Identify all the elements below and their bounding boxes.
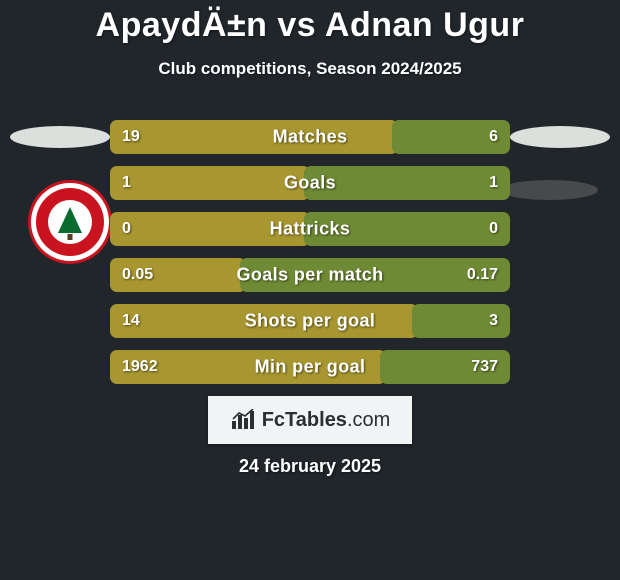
fctables-suffix: .com [347, 409, 390, 431]
stat-label: Hattricks [110, 219, 510, 240]
stat-label: Matches [110, 127, 510, 148]
stat-label: Goals [110, 173, 510, 194]
stat-row: Goals1 1 [110, 166, 510, 200]
stats-container: Matches19 6 Goals1 1 Hattricks0 0 Goals per ma… [110, 120, 510, 396]
stat-value-right: 1 [489, 174, 498, 192]
stat-value-right: 737 [471, 358, 498, 376]
stat-label: Shots per goal [110, 311, 510, 332]
stat-row: Min per goal1962 737 [110, 350, 510, 384]
stat-row: Matches19 6 [110, 120, 510, 154]
left-team-placeholder [10, 126, 110, 148]
stat-value-right: 0 [489, 220, 498, 238]
stat-label: Min per goal [110, 357, 510, 378]
stat-value-left: 0 [122, 220, 131, 238]
stat-value-left: 14 [122, 312, 140, 330]
stat-value-left: 0.05 [122, 266, 153, 284]
stat-value-right: 0.17 [467, 266, 498, 284]
stat-value-left: 1 [122, 174, 131, 192]
subtitle: Club competitions, Season 2024/2025 [0, 59, 620, 79]
fctables-badge: FcTables.com [208, 396, 412, 444]
fctables-text: FcTables.com [262, 409, 391, 432]
right-team-placeholder-1 [510, 126, 610, 148]
date-text: 24 february 2025 [0, 456, 620, 477]
page-title: ApaydÄ±n vs Adnan Ugur [0, 0, 620, 45]
stat-value-right: 3 [489, 312, 498, 330]
fctables-prefix: FcTables [262, 409, 347, 431]
stat-value-left: 19 [122, 128, 140, 146]
stat-label: Goals per match [110, 265, 510, 286]
right-team-placeholder-2 [500, 180, 598, 200]
left-club-logo [28, 180, 112, 264]
stat-value-right: 6 [489, 128, 498, 146]
stat-value-left: 1962 [122, 358, 158, 376]
stat-row: Shots per goal14 3 [110, 304, 510, 338]
fctables-icon [230, 409, 256, 431]
stat-row: Goals per match0.05 0.17 [110, 258, 510, 292]
stat-row: Hattricks0 0 [110, 212, 510, 246]
